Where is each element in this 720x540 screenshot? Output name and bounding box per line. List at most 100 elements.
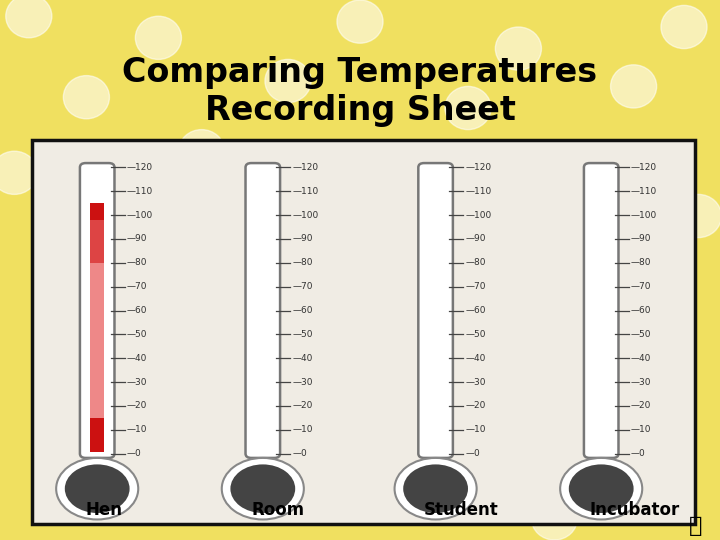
FancyBboxPatch shape: [80, 163, 114, 458]
Ellipse shape: [481, 281, 527, 324]
Ellipse shape: [265, 59, 311, 103]
Circle shape: [230, 464, 295, 513]
Ellipse shape: [567, 140, 613, 184]
Text: —50: —50: [631, 330, 651, 339]
Text: —90: —90: [127, 234, 147, 244]
Text: —60: —60: [127, 306, 147, 315]
Ellipse shape: [179, 130, 225, 173]
Text: —20: —20: [292, 401, 312, 410]
Text: —0: —0: [465, 449, 480, 458]
Bar: [90, 220, 104, 263]
Text: —90: —90: [292, 234, 312, 244]
Text: —110: —110: [465, 187, 491, 196]
Ellipse shape: [423, 389, 469, 432]
Ellipse shape: [6, 0, 52, 38]
Text: Comparing Temperatures: Comparing Temperatures: [122, 56, 598, 90]
Ellipse shape: [35, 324, 81, 367]
Text: —70: —70: [465, 282, 485, 291]
Text: Hen: Hen: [86, 501, 122, 519]
Bar: [32, 140, 695, 524]
Text: Student: Student: [424, 501, 499, 519]
Circle shape: [56, 458, 138, 519]
Circle shape: [569, 464, 634, 513]
Text: —60: —60: [631, 306, 651, 315]
Text: —60: —60: [292, 306, 312, 315]
Ellipse shape: [135, 16, 181, 59]
Text: —70: —70: [127, 282, 147, 291]
FancyBboxPatch shape: [246, 163, 280, 458]
Text: —80: —80: [127, 258, 147, 267]
Text: —50: —50: [127, 330, 147, 339]
Bar: [90, 203, 104, 220]
Text: —80: —80: [292, 258, 312, 267]
Circle shape: [65, 464, 130, 513]
Text: —100: —100: [631, 211, 657, 220]
Ellipse shape: [301, 265, 347, 308]
Text: —10: —10: [465, 426, 485, 434]
Text: —20: —20: [631, 401, 651, 410]
Text: —110: —110: [631, 187, 657, 196]
Text: —30: —30: [292, 377, 312, 387]
Ellipse shape: [495, 27, 541, 70]
Ellipse shape: [63, 76, 109, 119]
Text: —60: —60: [465, 306, 485, 315]
Ellipse shape: [143, 454, 189, 497]
Text: —100: —100: [465, 211, 491, 220]
Text: —110: —110: [292, 187, 318, 196]
Text: —10: —10: [127, 426, 147, 434]
Ellipse shape: [395, 167, 441, 211]
FancyBboxPatch shape: [418, 163, 453, 458]
Text: —0: —0: [127, 449, 141, 458]
Ellipse shape: [0, 151, 37, 194]
Bar: [90, 203, 104, 452]
Text: —120: —120: [292, 163, 318, 172]
Text: Room: Room: [251, 501, 305, 519]
Circle shape: [222, 458, 304, 519]
Text: —30: —30: [465, 377, 485, 387]
Ellipse shape: [445, 86, 491, 130]
Text: —120: —120: [465, 163, 491, 172]
Text: —20: —20: [127, 401, 147, 410]
Text: —40: —40: [292, 354, 312, 363]
Text: Recording Sheet: Recording Sheet: [204, 94, 516, 127]
Text: —70: —70: [292, 282, 312, 291]
Ellipse shape: [107, 238, 153, 281]
Text: —0: —0: [631, 449, 645, 458]
Text: —80: —80: [465, 258, 485, 267]
Text: —40: —40: [631, 354, 651, 363]
Text: —50: —50: [465, 330, 485, 339]
Text: —30: —30: [631, 377, 651, 387]
Circle shape: [560, 458, 642, 519]
Text: —50: —50: [292, 330, 312, 339]
Text: —120: —120: [631, 163, 657, 172]
Text: —40: —40: [465, 354, 485, 363]
Text: —110: —110: [127, 187, 153, 196]
Ellipse shape: [337, 0, 383, 43]
Ellipse shape: [661, 5, 707, 49]
FancyBboxPatch shape: [584, 163, 618, 458]
Bar: [90, 418, 104, 452]
Text: —100: —100: [127, 211, 153, 220]
Ellipse shape: [229, 356, 275, 400]
Circle shape: [395, 458, 477, 519]
Text: 🐥: 🐥: [688, 516, 702, 536]
Text: —80: —80: [631, 258, 651, 267]
Text: —0: —0: [292, 449, 307, 458]
Text: —90: —90: [631, 234, 651, 244]
Text: —100: —100: [292, 211, 318, 220]
Text: —120: —120: [127, 163, 153, 172]
Circle shape: [403, 464, 468, 513]
Ellipse shape: [611, 65, 657, 108]
Ellipse shape: [625, 421, 671, 464]
Ellipse shape: [531, 497, 577, 540]
Text: —10: —10: [631, 426, 651, 434]
Text: —10: —10: [292, 426, 312, 434]
Text: —30: —30: [127, 377, 147, 387]
Text: Incubator: Incubator: [590, 501, 680, 519]
Text: —40: —40: [127, 354, 147, 363]
Ellipse shape: [675, 194, 720, 238]
Text: —90: —90: [465, 234, 485, 244]
Ellipse shape: [351, 481, 397, 524]
Text: —70: —70: [631, 282, 651, 291]
Text: —20: —20: [465, 401, 485, 410]
